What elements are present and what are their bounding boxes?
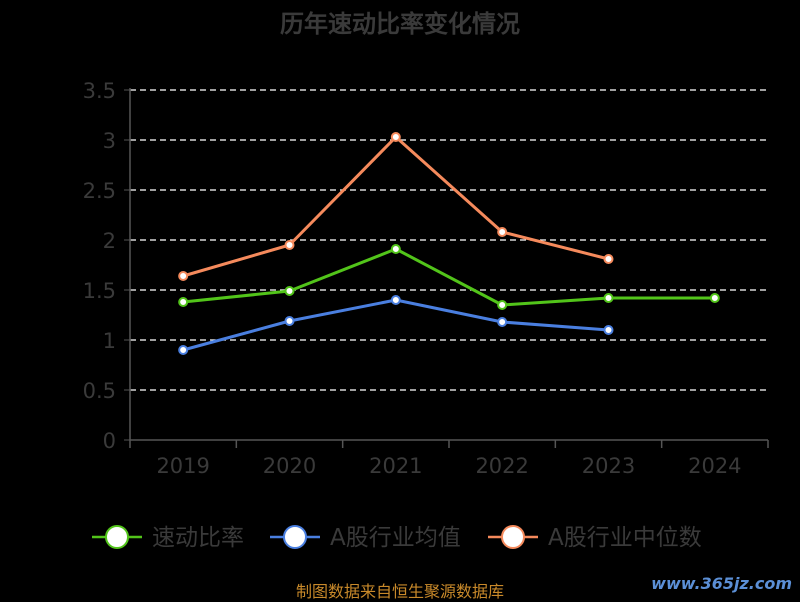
- site-watermark[interactable]: www.365jz.com: [651, 574, 792, 593]
- series-line: [182, 298, 609, 352]
- chart-title: 历年速动比率变化情况: [280, 10, 520, 38]
- y-tick-label: 1.5: [83, 279, 116, 303]
- legend-marker: [283, 525, 307, 549]
- x-tick-label: 2021: [369, 454, 422, 478]
- legend-label: A股行业均值: [330, 525, 461, 551]
- data-point: [497, 317, 508, 327]
- series-line: [182, 135, 609, 278]
- data-source-note: 制图数据来自恒生聚源数据库: [295, 582, 504, 601]
- data-point: [497, 227, 508, 237]
- data-point: [178, 297, 189, 307]
- legend-marker: [105, 525, 129, 549]
- data-point: [178, 271, 189, 281]
- data-point: [390, 132, 401, 142]
- legend-marker: [501, 525, 525, 549]
- y-tick-label: 1: [103, 329, 116, 353]
- data-point: [497, 300, 508, 310]
- x-tick-label: 2022: [475, 454, 528, 478]
- y-tick-label: 2.5: [83, 179, 116, 203]
- data-point: [603, 293, 614, 303]
- data-point: [284, 286, 295, 296]
- y-tick-label: 3.5: [83, 79, 116, 103]
- data-point: [284, 240, 295, 250]
- legend-label: A股行业中位数: [548, 525, 702, 551]
- x-tick-label: 2023: [582, 454, 635, 478]
- y-tick-label: 0.5: [83, 379, 116, 403]
- y-tick-label: 2: [103, 229, 116, 253]
- x-tick-label: 2020: [263, 454, 316, 478]
- series-lines: [178, 132, 720, 355]
- y-tick-label: 3: [103, 129, 116, 153]
- grid-lines: [130, 89, 768, 391]
- series-line: [183, 247, 715, 307]
- data-point: [178, 345, 189, 355]
- legend-label: 速动比率: [152, 525, 244, 551]
- data-point: [390, 244, 401, 254]
- legend: 速动比率 A股行业均值 A股行业中位数: [92, 525, 702, 551]
- y-tick-label: 0: [103, 429, 116, 453]
- data-point: [709, 293, 720, 303]
- x-tick-label: 2024: [688, 454, 741, 478]
- data-point: [603, 254, 614, 264]
- data-point: [284, 316, 295, 326]
- axes: 0 0.5 1 1.5 2 2.5 3 3.5 2019 2020 2021 2022 2023 2024: [83, 79, 769, 478]
- data-point: [603, 325, 614, 335]
- x-tick-label: 2019: [156, 454, 209, 478]
- data-point: [390, 295, 401, 305]
